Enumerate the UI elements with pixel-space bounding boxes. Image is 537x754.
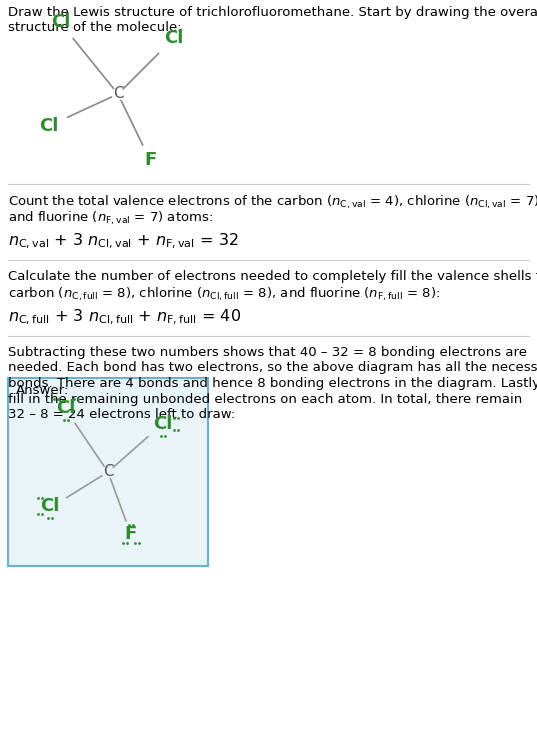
Text: C: C [103,464,113,480]
Text: fill in the remaining unbonded electrons on each atom. In total, there remain: fill in the remaining unbonded electrons… [8,393,523,406]
Text: Draw the Lewis structure of trichlorofluoromethane. Start by drawing the overall: Draw the Lewis structure of trichloroflu… [8,6,537,19]
Text: needed. Each bond has two electrons, so the above diagram has all the necessary: needed. Each bond has two electrons, so … [8,361,537,375]
Text: Cl: Cl [164,29,184,47]
Text: Answer:: Answer: [16,384,69,397]
Text: Cl: Cl [56,399,76,417]
Text: and fluorine ($n_\mathrm{F,val}$ = 7) atoms:: and fluorine ($n_\mathrm{F,val}$ = 7) at… [8,210,213,228]
Text: F: F [125,525,137,543]
Text: Count the total valence electrons of the carbon ($n_\mathrm{C,val}$ = 4), chlori: Count the total valence electrons of the… [8,194,537,211]
Text: $n_\mathrm{C,val}$ + 3 $n_\mathrm{Cl,val}$ + $n_\mathrm{F,val}$ = 32: $n_\mathrm{C,val}$ + 3 $n_\mathrm{Cl,val… [8,232,238,251]
Text: 32 – 8 = 24 electrons left to draw:: 32 – 8 = 24 electrons left to draw: [8,408,235,421]
Text: Cl: Cl [39,117,59,135]
Text: C: C [113,87,124,102]
Text: structure of the molecule:: structure of the molecule: [8,21,182,34]
Text: $n_\mathrm{C,full}$ + 3 $n_\mathrm{Cl,full}$ + $n_\mathrm{F,full}$ = 40: $n_\mathrm{C,full}$ + 3 $n_\mathrm{Cl,fu… [8,308,241,327]
Text: Cl: Cl [40,497,60,515]
Text: Cl: Cl [52,13,71,31]
Text: Subtracting these two numbers shows that 40 – 32 = 8 bonding electrons are: Subtracting these two numbers shows that… [8,346,527,359]
FancyBboxPatch shape [8,378,208,566]
Text: Cl: Cl [153,415,173,433]
Text: carbon ($n_\mathrm{C,full}$ = 8), chlorine ($n_\mathrm{Cl,full}$ = 8), and fluor: carbon ($n_\mathrm{C,full}$ = 8), chlori… [8,286,440,303]
Text: F: F [144,151,156,169]
Text: bonds. There are 4 bonds and hence 8 bonding electrons in the diagram. Lastly,: bonds. There are 4 bonds and hence 8 bon… [8,377,537,390]
Text: Calculate the number of electrons needed to completely fill the valence shells f: Calculate the number of electrons needed… [8,270,537,283]
